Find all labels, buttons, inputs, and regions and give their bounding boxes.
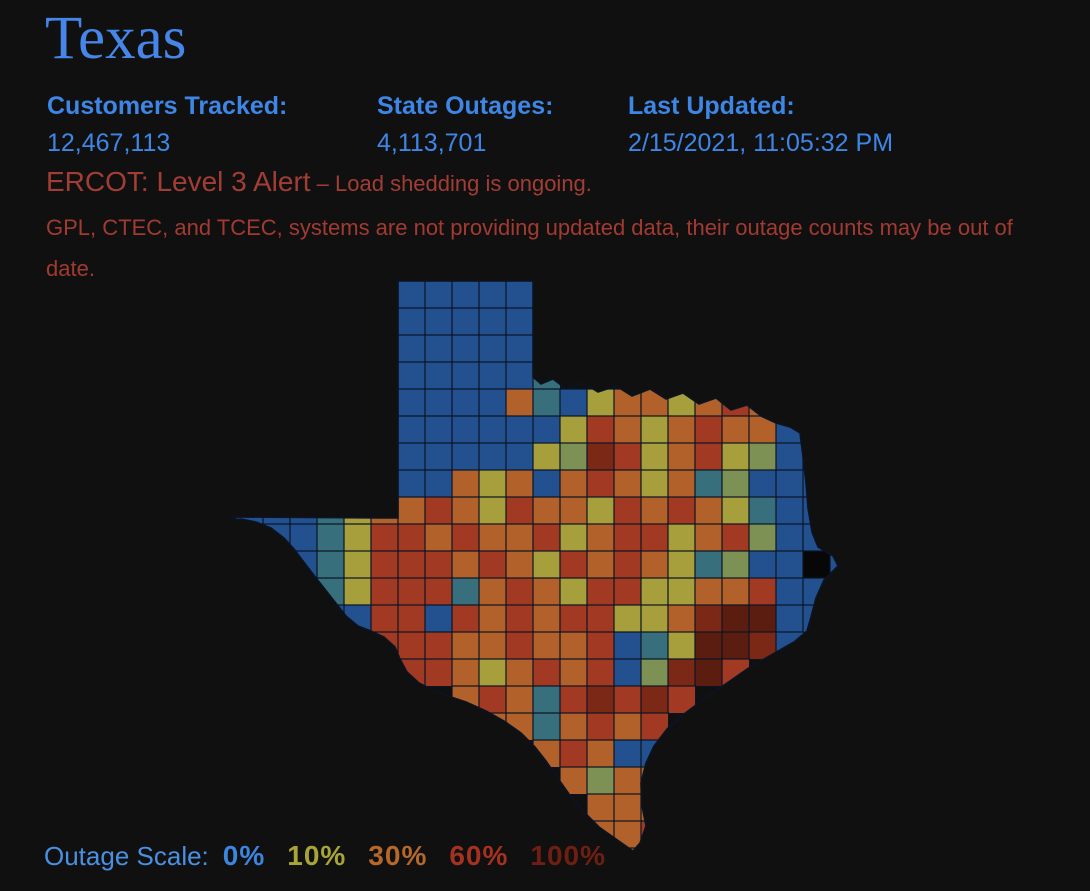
state-outages-value: 4,113,701 <box>377 129 487 157</box>
legend-item-0pct: 0% <box>222 840 266 871</box>
data-notice: GPL, CTEC, and TCEC, systems are not pro… <box>46 215 1013 281</box>
outage-scale-label: Outage Scale: <box>44 841 209 871</box>
ercot-alert-detail: – Load shedding is ongoing. <box>310 171 592 196</box>
ercot-alert-main: ERCOT: Level 3 Alert <box>46 166 311 197</box>
outage-scale-legend: Outage Scale: 0% 10% 30% 60% 100% <box>44 840 628 872</box>
ercot-alert: ERCOT: Level 3 Alert – Load shedding is … <box>46 166 592 200</box>
customers-tracked-label: Customers Tracked: <box>47 92 288 120</box>
legend-item-60pct: 60% <box>449 840 509 871</box>
last-updated-label: Last Updated: <box>628 92 795 120</box>
stat-state-outages: State Outages: 4,113,701 <box>377 92 628 157</box>
page-title: Texas <box>45 5 187 72</box>
state-outages-label: State Outages: <box>377 92 554 120</box>
legend-item-100pct: 100% <box>530 840 607 871</box>
customers-tracked-value: 12,467,113 <box>47 129 171 157</box>
legend-item-10pct: 10% <box>287 840 347 871</box>
last-updated-value: 2/15/2021, 11:05:32 PM <box>628 129 894 157</box>
legend-item-30pct: 30% <box>368 840 428 871</box>
stats-row: Customers Tracked: 12,467,113 State Outa… <box>47 92 893 157</box>
stat-last-updated: Last Updated: 2/15/2021, 11:05:32 PM <box>628 92 893 157</box>
stat-customers-tracked: Customers Tracked: 12,467,113 <box>47 92 377 157</box>
